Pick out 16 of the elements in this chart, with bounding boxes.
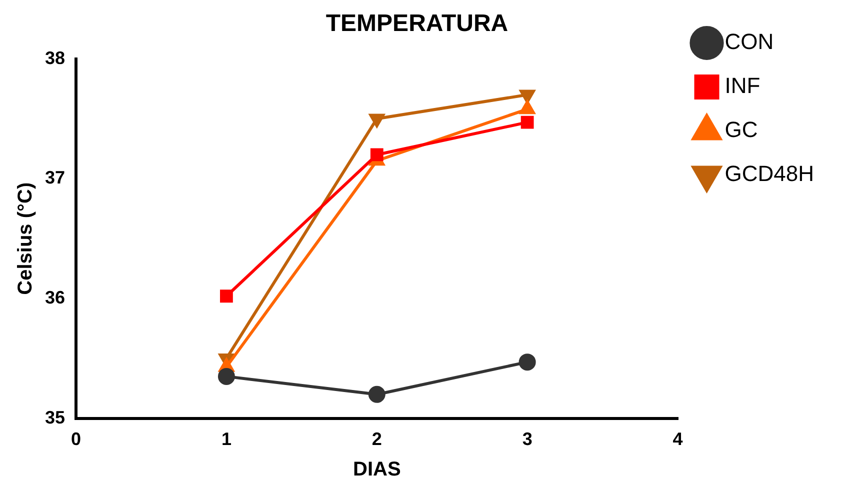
chart-title: TEMPERATURA bbox=[326, 10, 508, 38]
y-tick-label: 38 bbox=[44, 48, 66, 68]
y-tick-label: 35 bbox=[44, 407, 66, 428]
x-tick-label: 1 bbox=[221, 429, 232, 450]
x-axis-title: DIAS bbox=[352, 458, 401, 481]
legend-label: GCD48H bbox=[724, 161, 814, 186]
x-tick-label: 2 bbox=[372, 429, 382, 450]
y-tick-label: 37 bbox=[44, 168, 66, 188]
x-tick-label: 0 bbox=[71, 429, 82, 450]
y-tick-label: 36 bbox=[44, 288, 66, 308]
x-tick-label: 4 bbox=[672, 429, 683, 450]
legend-label: INF bbox=[724, 73, 760, 98]
legend-label: GC bbox=[724, 117, 758, 142]
y-axis-title: Celsius (°C) bbox=[14, 182, 37, 295]
legend-label: CON bbox=[724, 29, 774, 54]
x-tick-label: 3 bbox=[522, 429, 532, 450]
